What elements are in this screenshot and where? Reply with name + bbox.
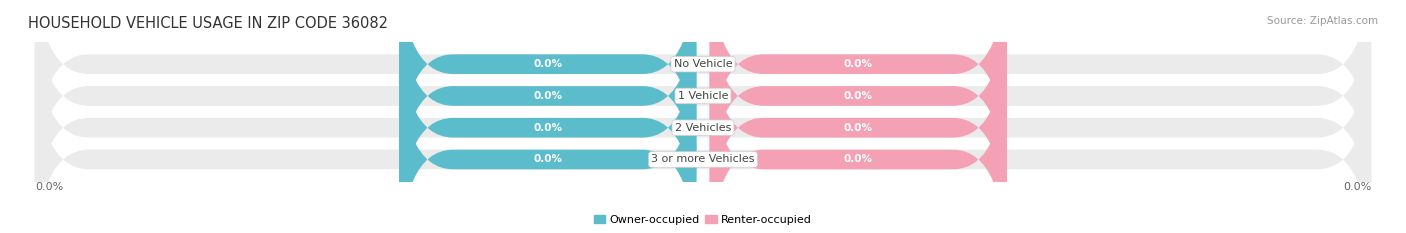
FancyBboxPatch shape <box>35 0 1371 213</box>
Text: Source: ZipAtlas.com: Source: ZipAtlas.com <box>1267 16 1378 26</box>
FancyBboxPatch shape <box>399 0 696 182</box>
FancyBboxPatch shape <box>399 42 696 233</box>
FancyBboxPatch shape <box>35 0 1371 182</box>
Text: 2 Vehicles: 2 Vehicles <box>675 123 731 133</box>
FancyBboxPatch shape <box>710 0 1007 182</box>
Text: 0.0%: 0.0% <box>533 123 562 133</box>
FancyBboxPatch shape <box>35 10 1371 233</box>
Text: No Vehicle: No Vehicle <box>673 59 733 69</box>
Text: 0.0%: 0.0% <box>844 123 873 133</box>
FancyBboxPatch shape <box>710 42 1007 233</box>
Text: 0.0%: 0.0% <box>1343 182 1371 192</box>
Text: 0.0%: 0.0% <box>844 154 873 164</box>
Text: 0.0%: 0.0% <box>533 59 562 69</box>
Text: 0.0%: 0.0% <box>533 91 562 101</box>
FancyBboxPatch shape <box>710 0 1007 213</box>
FancyBboxPatch shape <box>399 10 696 233</box>
FancyBboxPatch shape <box>399 0 696 213</box>
Text: 3 or more Vehicles: 3 or more Vehicles <box>651 154 755 164</box>
FancyBboxPatch shape <box>710 10 1007 233</box>
Text: 0.0%: 0.0% <box>844 59 873 69</box>
Text: 0.0%: 0.0% <box>533 154 562 164</box>
Text: HOUSEHOLD VEHICLE USAGE IN ZIP CODE 36082: HOUSEHOLD VEHICLE USAGE IN ZIP CODE 3608… <box>28 16 388 31</box>
Legend: Owner-occupied, Renter-occupied: Owner-occupied, Renter-occupied <box>589 210 817 229</box>
FancyBboxPatch shape <box>35 42 1371 233</box>
Text: 1 Vehicle: 1 Vehicle <box>678 91 728 101</box>
Text: 0.0%: 0.0% <box>35 182 63 192</box>
Text: 0.0%: 0.0% <box>844 91 873 101</box>
